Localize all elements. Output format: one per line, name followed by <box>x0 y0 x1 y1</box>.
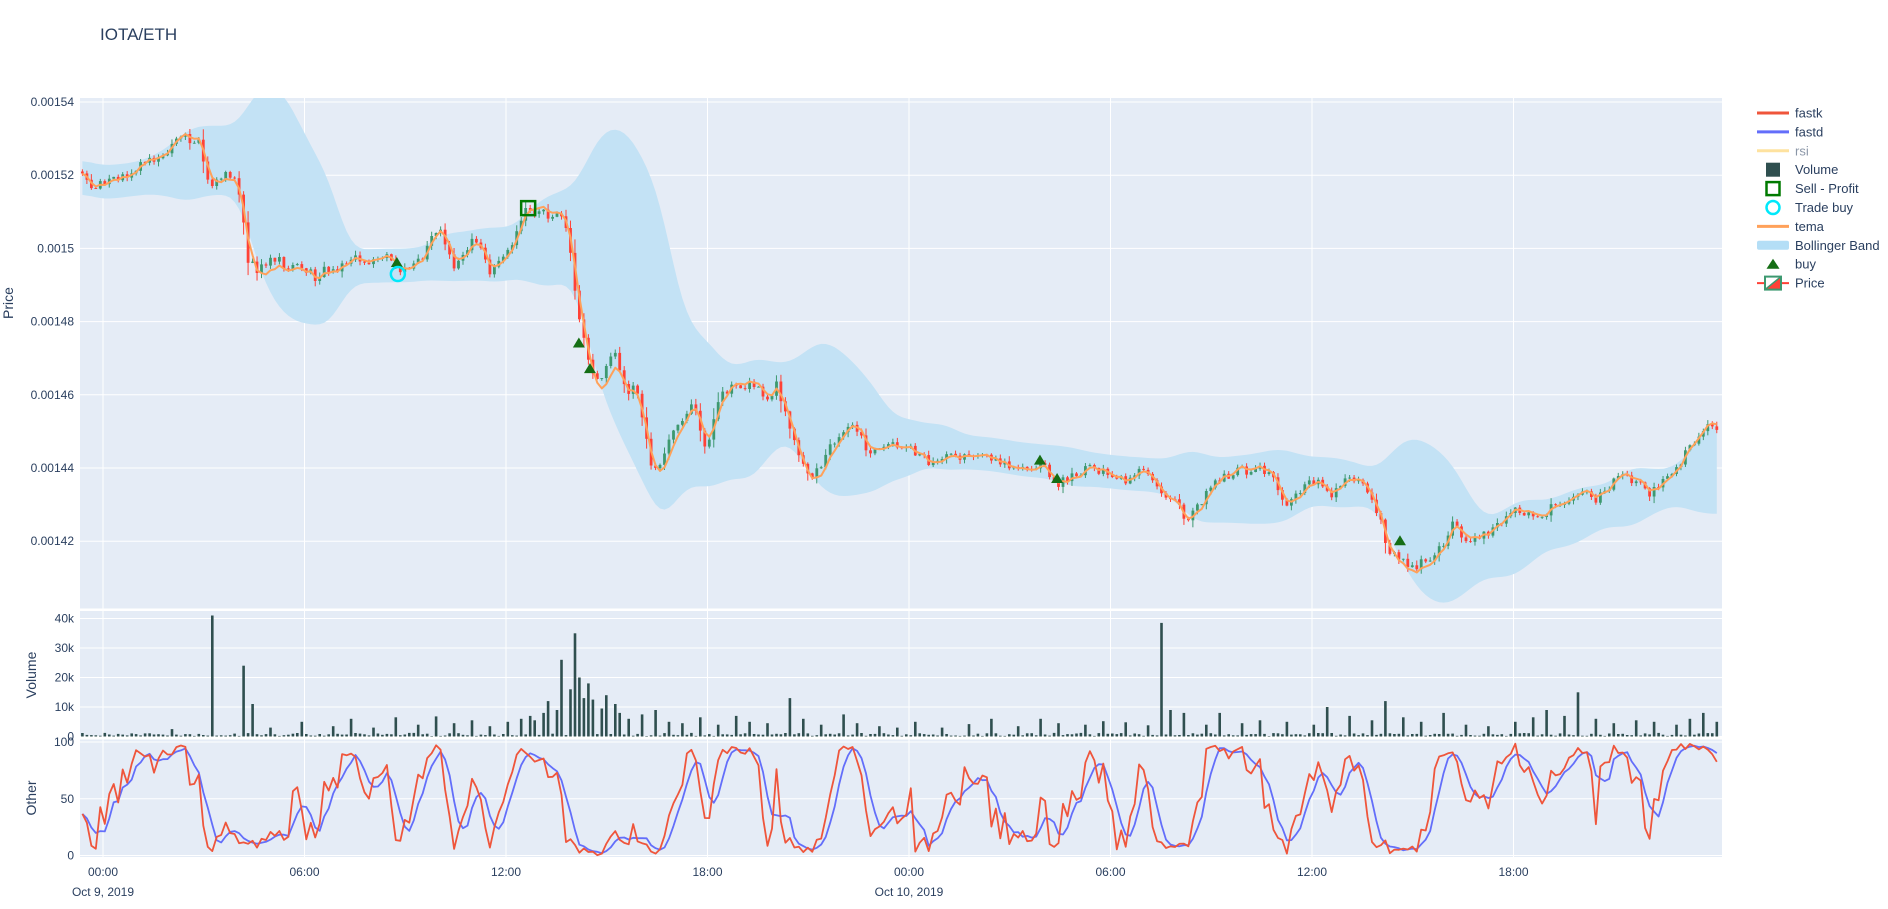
candlestick-icon <box>1757 275 1789 291</box>
bollinger-band <box>82 98 1717 603</box>
buy-marker <box>572 337 585 348</box>
y-tick-label: 0.00154 <box>31 95 75 109</box>
legend-item-fastd[interactable]: fastd <box>1757 124 1823 139</box>
x-tick-label: 12:00 <box>491 865 521 879</box>
bollinger-band-band-swatch <box>1757 240 1789 250</box>
trade-buy-marker <box>389 265 407 283</box>
legend-label-fastd: fastd <box>1795 124 1823 139</box>
trade-markers <box>389 199 1406 546</box>
legend-item-rsi[interactable]: rsi <box>1757 143 1809 158</box>
legend-item-bollinger-band[interactable]: Bollinger Band <box>1757 238 1880 253</box>
x-tick-label: 06:00 <box>1095 865 1125 879</box>
legend-label-volume: Volume <box>1795 162 1838 177</box>
x-date-label: Oct 9, 2019 <box>72 885 134 899</box>
x-tick-label: 00:00 <box>894 865 924 879</box>
y-tick-label: 0.00152 <box>31 168 75 182</box>
y-tick-label: 10k <box>55 700 75 714</box>
y-tick-label: 0.00144 <box>31 461 75 475</box>
y-tick-label: 0 <box>67 730 74 744</box>
buy-marker <box>390 257 403 268</box>
legend-label-bollinger-band: Bollinger Band <box>1795 238 1880 253</box>
legend-label-tema: tema <box>1795 219 1825 234</box>
series <box>81 98 1719 857</box>
volume-square-swatch <box>1766 162 1780 177</box>
y-axis-title-volume: Volume <box>23 651 39 698</box>
volume-panel-bg[interactable] <box>80 611 1722 737</box>
legend-label-buy: buy <box>1795 257 1816 272</box>
x-tick-label: 00:00 <box>88 865 118 879</box>
y-tick-label: 0.00146 <box>31 388 75 402</box>
y-tick-label: 50 <box>61 792 75 806</box>
y-tick-label: 0.00148 <box>31 315 75 329</box>
y-tick-label: 40k <box>55 612 75 626</box>
x-tick-label: 06:00 <box>289 865 319 879</box>
legend-label-fastk: fastk <box>1795 106 1823 121</box>
axes: 0.00154 0.00152 0.0015 0.00148 0.00146 0.0014… <box>31 95 1529 899</box>
y-tick-label: 0.0015 <box>37 241 74 255</box>
chart-title: IOTA/ETH <box>100 25 178 44</box>
legend-label-rsi: rsi <box>1795 143 1809 158</box>
legend-item-buy[interactable]: buy <box>1766 257 1817 272</box>
buy-marker <box>1051 472 1064 483</box>
y-axis-title-price: Price <box>0 287 16 319</box>
buy-marker <box>1033 454 1046 465</box>
y-tick-label: 100 <box>54 735 74 749</box>
y-tick-label: 30k <box>55 641 75 655</box>
sell-profit-open-square-swatch <box>1765 180 1781 197</box>
legend-item-trade-buy[interactable]: Trade buy <box>1765 199 1854 216</box>
buy-marker <box>583 363 596 374</box>
legend-item-tema[interactable]: tema <box>1757 219 1825 234</box>
x-tick-label: 12:00 <box>1297 865 1327 879</box>
x-tick-label: 18:00 <box>692 865 722 879</box>
y-tick-label: 0 <box>67 849 74 863</box>
buy-triangle-swatch <box>1766 258 1780 269</box>
legend-item-sell-profit[interactable]: Sell - Profit <box>1765 180 1859 197</box>
legend-label-price: Price <box>1795 276 1825 291</box>
legend: fastk fastd rsi Volume Sell - Profit Trade bu… <box>1757 106 1880 291</box>
y-tick-label: 0.00142 <box>31 534 75 548</box>
volume-bars <box>81 615 1719 737</box>
x-date-label: Oct 10, 2019 <box>875 885 944 899</box>
legend-item-price[interactable]: Price <box>1757 275 1825 291</box>
legend-label-sell-profit: Sell - Profit <box>1795 181 1859 196</box>
y-tick-label: 20k <box>55 671 75 685</box>
buy-marker <box>1393 535 1406 546</box>
tema-line <box>81 133 1718 574</box>
legend-item-fastk[interactable]: fastk <box>1757 106 1823 121</box>
fastk-line <box>81 742 1718 857</box>
sell-profit-marker <box>519 199 537 217</box>
x-tick-label: 18:00 <box>1498 865 1528 879</box>
legend-label-trade-buy: Trade buy <box>1795 200 1854 215</box>
legend-item-volume[interactable]: Volume <box>1766 162 1838 177</box>
trade-buy-open-circle-swatch <box>1765 199 1781 216</box>
y-axis-title-other: Other <box>23 780 39 815</box>
